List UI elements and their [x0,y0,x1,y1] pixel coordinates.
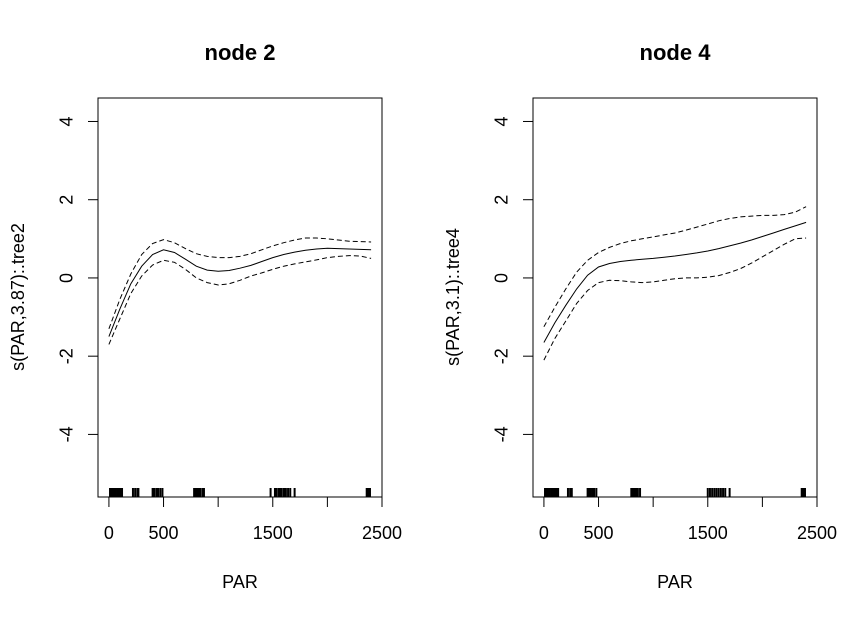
plot-frame [532,97,818,498]
y-tick-label: 0 [57,273,77,283]
y-tick-label: 4 [57,116,77,126]
plot-marks: 0 500 1500 2500 -4 -2 0 2 4 [492,116,837,543]
x-tick-label: 500 [149,523,179,543]
chart-title: node 4 [640,40,712,65]
confidence-band-line [543,237,807,361]
x-tick-label: 0 [104,523,114,543]
x-tick-label: 1500 [253,523,293,543]
y-tick-label: -4 [57,426,77,442]
y-tick-label: -2 [492,348,512,364]
smooth-fit-line [108,247,372,337]
x-tick-label: 0 [539,523,549,543]
y-tick-label: 0 [492,273,512,283]
x-tick-label: 1500 [688,523,728,543]
confidence-band-line [108,255,372,345]
x-axis-label: PAR [657,572,693,592]
x-tick-label: 2500 [362,523,402,543]
confidence-band-line [108,237,372,329]
y-axis-label: s(PAR,3.87):.tree2 [8,223,28,371]
panel-node-4: node 4 0 500 1500 2500 -4 -2 0 2 4 PAR s(PAR,3.1… [443,40,837,592]
x-tick-label: 500 [584,523,614,543]
y-tick-label: 2 [492,195,512,205]
smooth-fit-line [543,221,807,343]
y-tick-label: 4 [492,116,512,126]
x-tick-label: 2500 [797,523,837,543]
y-tick-label: 2 [57,195,77,205]
y-tick-label: -4 [492,426,512,442]
plot-frame [97,97,383,498]
chart-title: node 2 [205,40,276,65]
y-tick-label: -2 [57,348,77,364]
x-axis-label: PAR [222,572,258,592]
confidence-band-line [543,206,807,328]
plot-marks: 0 500 1500 2500 -4 -2 0 2 4 [57,116,402,543]
panel-node-2: node 2 0 500 1500 2500 -4 -2 0 2 4 PAR s(PAR,3.8… [8,40,402,592]
y-axis-label: s(PAR,3.1):.tree4 [443,228,463,366]
